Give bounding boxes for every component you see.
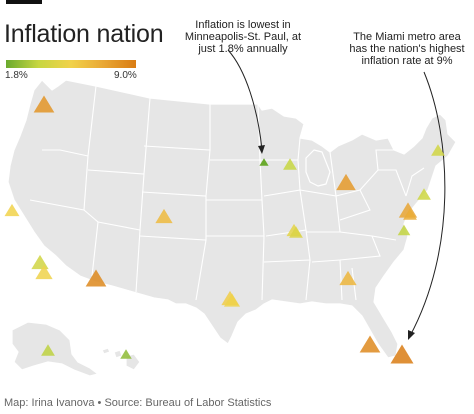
metro-marker-phoenix <box>85 269 107 287</box>
lowest-annotation-arrowhead <box>258 145 265 154</box>
alaska-shape <box>11 321 99 377</box>
header-rule <box>6 0 42 4</box>
michigan-shape <box>305 149 331 187</box>
metro-marker-tampa <box>359 335 381 353</box>
metro-marker-detroit <box>336 173 356 191</box>
metro-markers <box>4 95 445 364</box>
metro-marker-washington-dc <box>397 224 411 236</box>
metro-marker-seattle <box>33 95 55 113</box>
hawaii-island-2 <box>113 349 123 359</box>
metro-marker-los-angeles-1 <box>31 254 49 270</box>
metro-marker-st-louis <box>289 226 303 238</box>
metro-marker-houston <box>223 293 241 307</box>
map-title: Inflation nation <box>4 20 164 48</box>
metro-marker-honolulu <box>120 349 132 359</box>
legend-max-label: 9.0% <box>114 70 137 81</box>
metro-marker-milwaukee <box>283 158 297 170</box>
metro-marker-new-york <box>417 188 431 200</box>
color-scale-legend <box>6 60 136 68</box>
metro-marker-anchorage <box>41 344 55 356</box>
state-borders <box>29 85 425 301</box>
metro-marker-san-francisco <box>4 203 20 217</box>
metro-marker-baltimore <box>403 208 417 220</box>
hawaii-island-1 <box>101 347 111 355</box>
lowest-inflation-annotation: Inflation is lowest in Minneapolis-St. P… <box>184 19 302 55</box>
lowest-annotation-arrow <box>227 49 263 151</box>
contiguous-us-shape <box>7 79 457 359</box>
metro-marker-los-angeles-2 <box>35 264 53 280</box>
us-land <box>7 79 457 377</box>
highest-inflation-annotation: The Miami metro area has the nation's hi… <box>349 31 465 67</box>
metro-marker-boston <box>431 144 445 156</box>
legend-min-label: 1.8% <box>5 70 28 81</box>
metro-marker-miami <box>390 344 414 364</box>
highest-annotation-arrow <box>409 71 446 337</box>
highest-annotation-arrowhead <box>408 330 415 340</box>
source-credit: Map: Irina Ivanova • Source: Bureau of L… <box>4 397 272 409</box>
metro-marker-denver <box>155 208 173 224</box>
metro-marker-atlanta <box>339 270 357 286</box>
metro-marker-minneapolis-st-paul <box>259 158 269 166</box>
